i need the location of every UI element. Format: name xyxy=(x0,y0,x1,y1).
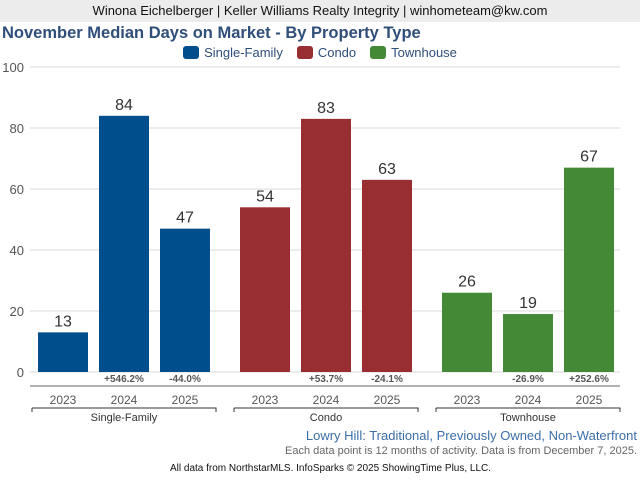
bar xyxy=(503,314,553,372)
bar-value-label: 47 xyxy=(176,210,194,227)
bar-value-label: 83 xyxy=(317,100,335,117)
legend-item-condo[interactable]: Condo xyxy=(296,45,357,60)
group-bracket xyxy=(233,407,419,412)
legend-swatch-townhouse xyxy=(370,46,387,59)
change-label: +53.7% xyxy=(309,374,343,385)
group-label: Townhouse xyxy=(500,412,556,424)
group-bracket xyxy=(435,407,621,412)
data-note: Each data point is 12 months of activity… xyxy=(285,445,637,457)
chart-subtitle: Lowry Hill: Traditional, Previously Owne… xyxy=(305,428,637,443)
group-label: Single-Family xyxy=(91,412,158,424)
bar-value-label: 26 xyxy=(458,274,476,291)
y-tick-label: 80 xyxy=(10,121,24,136)
x-tick-label: 2024 xyxy=(515,393,542,407)
bar-value-label: 67 xyxy=(580,149,598,166)
chart-legend: Single-Family Condo Townhouse xyxy=(0,45,640,60)
y-tick-label: 0 xyxy=(17,365,24,380)
y-tick-label: 100 xyxy=(2,60,24,75)
legend-item-townhouse[interactable]: Townhouse xyxy=(370,45,457,60)
legend-swatch-condo xyxy=(296,46,313,59)
y-tick-label: 60 xyxy=(10,182,24,197)
group-label: Condo xyxy=(310,412,342,424)
x-tick-label: 2024 xyxy=(111,393,138,407)
x-tick-label: 2023 xyxy=(50,393,77,407)
bar xyxy=(362,179,412,372)
chart-title: November Median Days on Market - By Prop… xyxy=(2,24,421,42)
bar xyxy=(564,167,614,372)
change-label: -44.0% xyxy=(169,374,201,385)
bar-value-label: 84 xyxy=(115,97,133,114)
y-tick-label: 40 xyxy=(10,243,24,258)
x-tick-label: 2023 xyxy=(454,393,481,407)
legend-item-single-family[interactable]: Single-Family xyxy=(183,45,283,60)
bar xyxy=(99,115,149,373)
bar xyxy=(240,207,290,372)
bar xyxy=(442,292,492,372)
change-label: -24.1% xyxy=(371,374,403,385)
x-tick-label: 2025 xyxy=(172,393,199,407)
bar-value-label: 63 xyxy=(378,161,396,178)
y-tick-label: 20 xyxy=(10,304,24,319)
agent-header: Winona Eichelberger | Keller Williams Re… xyxy=(0,0,640,22)
bar-value-label: 13 xyxy=(54,313,72,330)
bar xyxy=(301,118,351,372)
x-tick-label: 2023 xyxy=(252,393,279,407)
x-tick-label: 2024 xyxy=(313,393,340,407)
x-tick-label: 2025 xyxy=(576,393,603,407)
change-label: +252.6% xyxy=(569,374,609,385)
data-credit: All data from NorthstarMLS. InfoSparks ©… xyxy=(170,463,492,474)
x-tick-label: 2025 xyxy=(374,393,401,407)
bar xyxy=(160,228,210,372)
change-label: +546.2% xyxy=(104,374,144,385)
bar-value-label: 54 xyxy=(256,188,274,205)
legend-swatch-single-family xyxy=(183,46,200,59)
legend-label-condo: Condo xyxy=(317,45,357,60)
group-bracket xyxy=(31,407,217,412)
bar xyxy=(38,332,88,372)
legend-label-townhouse: Townhouse xyxy=(391,45,457,60)
legend-label-single-family: Single-Family xyxy=(204,45,283,60)
bar-value-label: 19 xyxy=(519,295,537,312)
change-label: -26.9% xyxy=(512,374,544,385)
